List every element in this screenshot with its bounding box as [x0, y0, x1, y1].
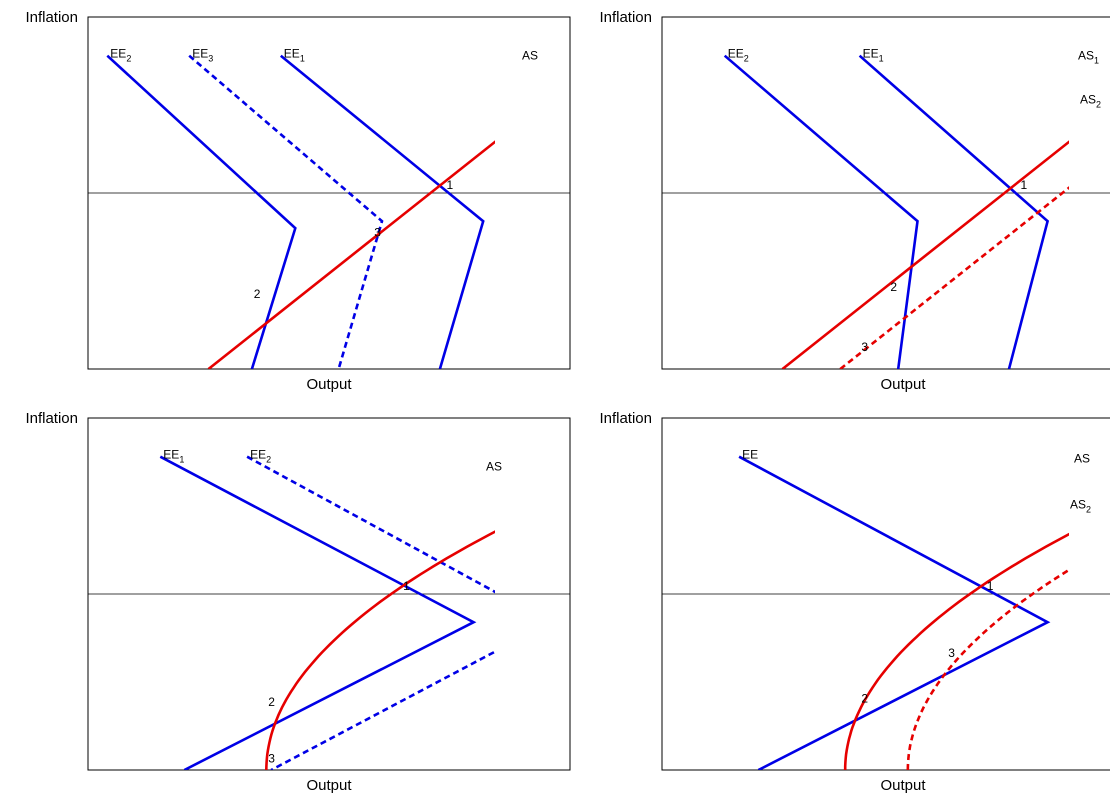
- curve-label: EE1: [284, 47, 305, 64]
- chart-panel-3: Inflation Output EE1 EE2 AS 1 2 3: [25, 410, 571, 794]
- curve-label: AS: [1074, 452, 1090, 466]
- series-line-ee1: [159, 455, 477, 770]
- series-line-ee1: [858, 54, 1050, 369]
- curve-label: EE2: [728, 47, 749, 64]
- equilibrium-point-label: 2: [268, 695, 275, 709]
- x-axis-label: Output: [880, 376, 926, 393]
- series-line-ee2: [246, 455, 495, 770]
- curve-label: AS2: [1080, 93, 1101, 110]
- series-line-ee: [738, 455, 1051, 770]
- equilibrium-point-label: 3: [861, 340, 868, 354]
- equilibrium-point-label: 1: [1021, 178, 1028, 192]
- curves: [738, 455, 1069, 770]
- curves: [106, 54, 495, 369]
- curves: [159, 455, 495, 770]
- curve-label: AS: [486, 460, 502, 474]
- equilibrium-point-label: 2: [861, 692, 868, 706]
- equilibrium-point-label: 1: [447, 178, 454, 192]
- curve-label: EE2: [110, 47, 131, 64]
- equilibrium-point-label: 3: [374, 226, 381, 240]
- curve-label: AS2: [1070, 498, 1091, 515]
- y-axis-label: Inflation: [25, 9, 78, 26]
- curve-label: AS: [522, 49, 538, 63]
- curve-label: EE2: [250, 448, 271, 465]
- series-line-as: [265, 530, 495, 770]
- series-line-as1: [781, 140, 1069, 369]
- equilibrium-point-label: 2: [254, 287, 261, 301]
- chart-panel-2: Inflation Output EE2 EE1 AS1 AS2 1 2 3: [599, 9, 1110, 393]
- y-axis-label: Inflation: [25, 410, 78, 427]
- curve-label: EE: [742, 448, 758, 462]
- series-line-ee3: [188, 54, 384, 369]
- series-line-as: [207, 140, 495, 369]
- series-line-ee2: [723, 54, 919, 369]
- equilibrium-point-label: 1: [987, 579, 994, 593]
- curves: [723, 54, 1069, 369]
- equilibrium-point-label: 2: [890, 280, 897, 294]
- curve-label: AS1: [1078, 49, 1099, 66]
- chart-panel-4: Inflation Output EE AS AS2 1 3 2: [599, 410, 1110, 794]
- x-axis-label: Output: [880, 777, 926, 794]
- equilibrium-point-label: 3: [948, 646, 955, 660]
- y-axis-label: Inflation: [599, 9, 652, 26]
- curve-label: EE1: [863, 47, 884, 64]
- equilibrium-point-label: 3: [268, 752, 275, 766]
- y-axis-label: Inflation: [599, 410, 652, 427]
- x-axis-label: Output: [306, 376, 352, 393]
- series-line-as2: [906, 568, 1069, 770]
- series-line-ee1: [279, 54, 485, 369]
- chart-panel-1: Inflation Output EE2 EE3 EE1 AS 1 3 2: [25, 9, 571, 393]
- series-line-as: [843, 532, 1069, 770]
- x-axis-label: Output: [306, 777, 352, 794]
- series-line-as2: [839, 186, 1069, 369]
- curve-label: EE1: [163, 448, 184, 465]
- equilibrium-point-label: 1: [403, 579, 410, 593]
- curve-label: EE3: [192, 47, 213, 64]
